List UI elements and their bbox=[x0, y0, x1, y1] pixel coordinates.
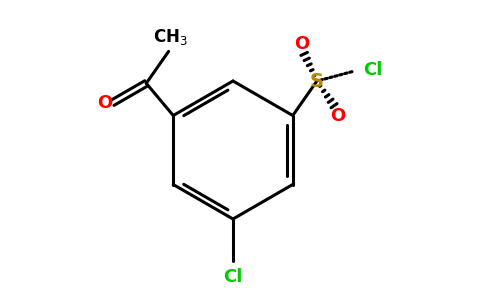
Text: Cl: Cl bbox=[223, 268, 242, 286]
Text: O: O bbox=[294, 35, 309, 53]
Text: S: S bbox=[310, 72, 324, 91]
Text: CH$_3$: CH$_3$ bbox=[153, 27, 187, 47]
Text: O: O bbox=[331, 107, 346, 125]
Text: O: O bbox=[97, 94, 113, 112]
Text: Cl: Cl bbox=[363, 61, 383, 80]
